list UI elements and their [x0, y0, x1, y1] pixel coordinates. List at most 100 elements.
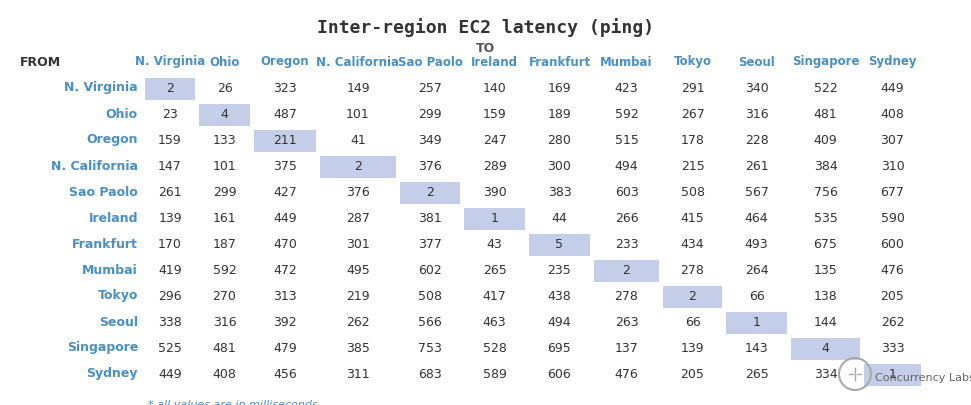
Text: 263: 263 [615, 315, 638, 328]
Text: 235: 235 [548, 264, 571, 277]
Text: 287: 287 [346, 211, 370, 224]
Bar [864, 364, 921, 386]
Text: 340: 340 [745, 81, 768, 94]
Text: 143: 143 [745, 341, 768, 354]
Text: 262: 262 [881, 315, 904, 328]
Text: 140: 140 [483, 81, 506, 94]
Text: 487: 487 [273, 107, 297, 121]
Text: 323: 323 [273, 81, 297, 94]
Text: Singapore: Singapore [791, 55, 859, 68]
Text: 316: 316 [213, 315, 236, 328]
Text: 5: 5 [555, 237, 563, 251]
Text: 376: 376 [346, 185, 370, 198]
Text: 463: 463 [483, 315, 506, 328]
Text: 385: 385 [346, 341, 370, 354]
Text: 138: 138 [814, 290, 837, 303]
Text: Mumbai: Mumbai [600, 55, 653, 68]
Text: 267: 267 [681, 107, 704, 121]
Text: 1: 1 [490, 211, 498, 224]
Text: 144: 144 [814, 315, 837, 328]
Text: Tokyo: Tokyo [98, 290, 138, 303]
Bar [254, 130, 316, 152]
Text: 456: 456 [273, 367, 297, 381]
Text: Tokyo: Tokyo [674, 55, 712, 68]
Text: 169: 169 [548, 81, 571, 94]
Text: 161: 161 [213, 211, 236, 224]
Text: N. California: N. California [317, 55, 399, 68]
Text: 592: 592 [213, 264, 236, 277]
Text: 133: 133 [213, 134, 236, 147]
Text: 494: 494 [548, 315, 571, 328]
Text: 600: 600 [881, 237, 904, 251]
Text: 147: 147 [158, 160, 182, 173]
Text: 470: 470 [273, 237, 297, 251]
Text: 449: 449 [158, 367, 182, 381]
Text: 423: 423 [615, 81, 638, 94]
Text: 278: 278 [615, 290, 639, 303]
Text: Ohio: Ohio [106, 107, 138, 121]
Text: 493: 493 [745, 237, 768, 251]
Text: 333: 333 [881, 341, 904, 354]
Text: Concurrency Labs: Concurrency Labs [875, 373, 971, 383]
Text: 219: 219 [347, 290, 370, 303]
Text: 525: 525 [158, 341, 182, 354]
Text: 476: 476 [615, 367, 638, 381]
Text: 135: 135 [814, 264, 837, 277]
Text: 316: 316 [745, 107, 768, 121]
Text: 261: 261 [158, 185, 182, 198]
Text: Seoul: Seoul [99, 315, 138, 328]
Text: 415: 415 [681, 211, 704, 224]
Text: 375: 375 [273, 160, 297, 173]
Text: 300: 300 [548, 160, 572, 173]
Text: Singapore: Singapore [67, 341, 138, 354]
Text: 262: 262 [347, 315, 370, 328]
Text: 159: 159 [158, 134, 182, 147]
Text: 205: 205 [681, 367, 704, 381]
Text: 299: 299 [213, 185, 236, 198]
Text: 266: 266 [615, 211, 638, 224]
Text: 66: 66 [685, 315, 700, 328]
Text: 408: 408 [881, 107, 904, 121]
Text: Frankfurt: Frankfurt [72, 237, 138, 251]
Text: 205: 205 [881, 290, 904, 303]
Text: 139: 139 [158, 211, 182, 224]
Text: 438: 438 [548, 290, 571, 303]
Text: 149: 149 [347, 81, 370, 94]
Text: 178: 178 [681, 134, 704, 147]
Text: FROM: FROM [20, 55, 61, 68]
Text: 495: 495 [346, 264, 370, 277]
Text: 26: 26 [217, 81, 232, 94]
Bar [199, 104, 250, 126]
Text: 311: 311 [347, 367, 370, 381]
Text: 409: 409 [814, 134, 837, 147]
Text: 408: 408 [213, 367, 236, 381]
Text: 23: 23 [162, 107, 178, 121]
Text: 265: 265 [745, 367, 768, 381]
Text: 159: 159 [483, 107, 506, 121]
Text: 427: 427 [273, 185, 297, 198]
Text: 189: 189 [548, 107, 571, 121]
Text: 2: 2 [166, 81, 174, 94]
Text: 606: 606 [548, 367, 571, 381]
Bar [791, 338, 860, 360]
Text: 479: 479 [273, 341, 297, 354]
Text: 291: 291 [681, 81, 704, 94]
Text: 522: 522 [814, 81, 837, 94]
Text: 187: 187 [213, 237, 236, 251]
Text: 215: 215 [681, 160, 704, 173]
Bar [529, 234, 590, 256]
Text: 476: 476 [881, 264, 904, 277]
Bar [663, 286, 722, 308]
Text: 381: 381 [419, 211, 442, 224]
Text: 1: 1 [753, 315, 760, 328]
Bar [400, 182, 460, 204]
Text: 4: 4 [220, 107, 228, 121]
Text: 43: 43 [486, 237, 502, 251]
Text: 170: 170 [158, 237, 182, 251]
Text: 508: 508 [681, 185, 705, 198]
Text: 384: 384 [814, 160, 837, 173]
Text: 494: 494 [615, 160, 638, 173]
Text: 139: 139 [681, 341, 704, 354]
Text: 307: 307 [881, 134, 904, 147]
Text: 301: 301 [346, 237, 370, 251]
